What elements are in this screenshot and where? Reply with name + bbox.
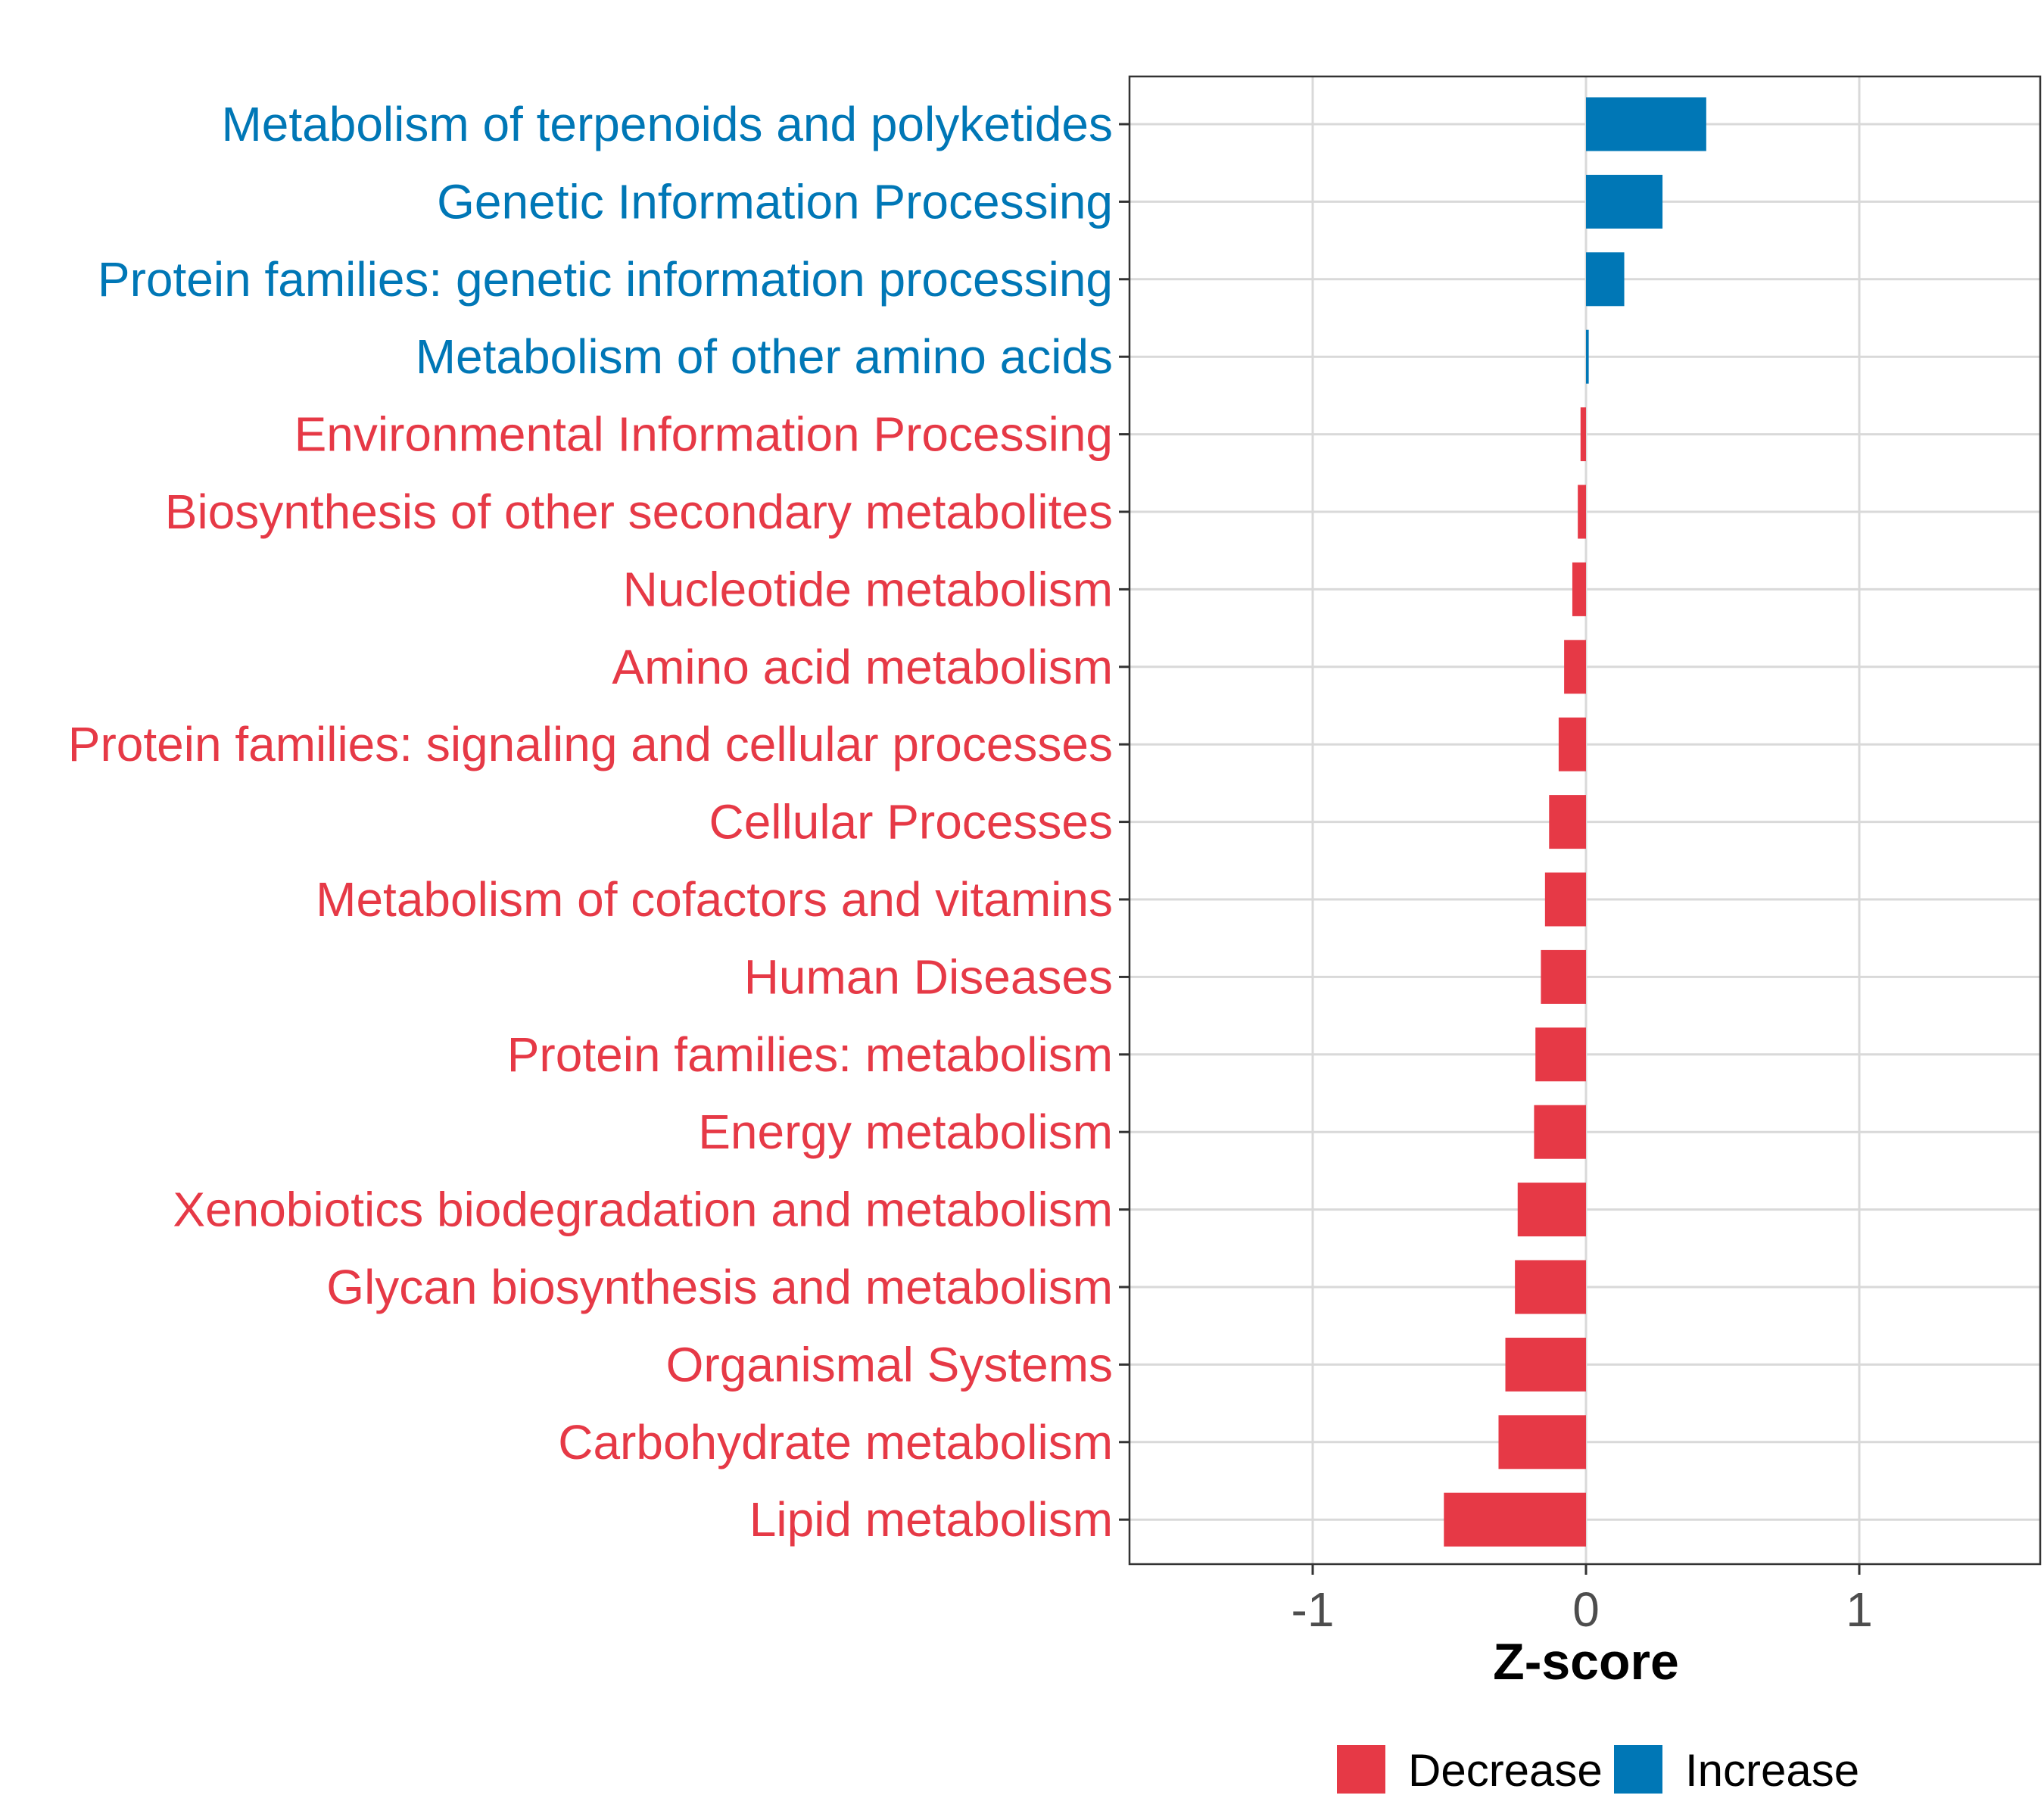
x-tick-label: -1 bbox=[1292, 1582, 1335, 1637]
y-axis-labels: Metabolism of terpenoids and polyketides… bbox=[68, 97, 1113, 1547]
bar bbox=[1541, 949, 1586, 1004]
category-label: Amino acid metabolism bbox=[612, 640, 1113, 694]
bar bbox=[1586, 252, 1625, 307]
category-label: Human Diseases bbox=[744, 949, 1113, 1004]
legend-key-increase bbox=[1614, 1745, 1662, 1794]
category-label: Carbohydrate metabolism bbox=[558, 1415, 1113, 1469]
category-label: Protein families: genetic information pr… bbox=[98, 252, 1113, 307]
category-label: Energy metabolism bbox=[698, 1105, 1113, 1159]
x-axis-ticks bbox=[1311, 1564, 1861, 1575]
category-label: Organismal Systems bbox=[666, 1337, 1113, 1392]
bar bbox=[1549, 795, 1586, 849]
bar bbox=[1515, 1260, 1586, 1314]
bar bbox=[1564, 640, 1586, 694]
bar bbox=[1534, 1105, 1586, 1159]
bar bbox=[1444, 1492, 1586, 1547]
bar bbox=[1498, 1415, 1586, 1469]
bar bbox=[1586, 97, 1706, 151]
x-tick-label: 0 bbox=[1572, 1582, 1600, 1637]
x-axis-labels: -1 0 1 bbox=[1292, 1582, 1873, 1637]
category-label: Protein families: metabolism bbox=[507, 1027, 1113, 1082]
category-label: Genetic Information Processing bbox=[437, 174, 1113, 229]
bar bbox=[1517, 1183, 1586, 1237]
category-label: Biosynthesis of other secondary metaboli… bbox=[165, 485, 1113, 539]
y-axis-ticks bbox=[1119, 123, 1129, 1521]
category-label: Lipid metabolism bbox=[749, 1492, 1113, 1547]
x-tick-label: 1 bbox=[1846, 1582, 1873, 1637]
bar bbox=[1586, 329, 1589, 384]
category-label: Cellular Processes bbox=[709, 795, 1113, 849]
bar bbox=[1544, 872, 1586, 927]
bar bbox=[1586, 174, 1663, 229]
category-label: Environmental Information Processing bbox=[294, 407, 1113, 462]
bar bbox=[1505, 1337, 1586, 1392]
category-label: Metabolism of terpenoids and polyketides bbox=[221, 97, 1113, 151]
bar bbox=[1535, 1027, 1586, 1082]
category-label: Nucleotide metabolism bbox=[623, 562, 1113, 616]
bar bbox=[1580, 407, 1586, 462]
bar bbox=[1572, 562, 1586, 616]
category-label: Glycan biosynthesis and metabolism bbox=[326, 1260, 1113, 1314]
legend-label: Decrease bbox=[1408, 1745, 1603, 1796]
category-label: Xenobiotics biodegradation and metabolis… bbox=[173, 1183, 1113, 1237]
category-label: Metabolism of other amino acids bbox=[416, 329, 1113, 384]
category-label: Metabolism of cofactors and vitamins bbox=[316, 872, 1113, 927]
legend: Decrease Increase bbox=[1337, 1745, 1859, 1796]
legend-label: Increase bbox=[1685, 1745, 1859, 1796]
x-axis-title: Z-score bbox=[1493, 1633, 1679, 1691]
bar bbox=[1578, 485, 1586, 539]
bars bbox=[1444, 97, 1706, 1547]
bar bbox=[1558, 717, 1586, 771]
legend-key-decrease bbox=[1337, 1745, 1385, 1794]
category-label: Protein families: signaling and cellular… bbox=[68, 717, 1113, 771]
